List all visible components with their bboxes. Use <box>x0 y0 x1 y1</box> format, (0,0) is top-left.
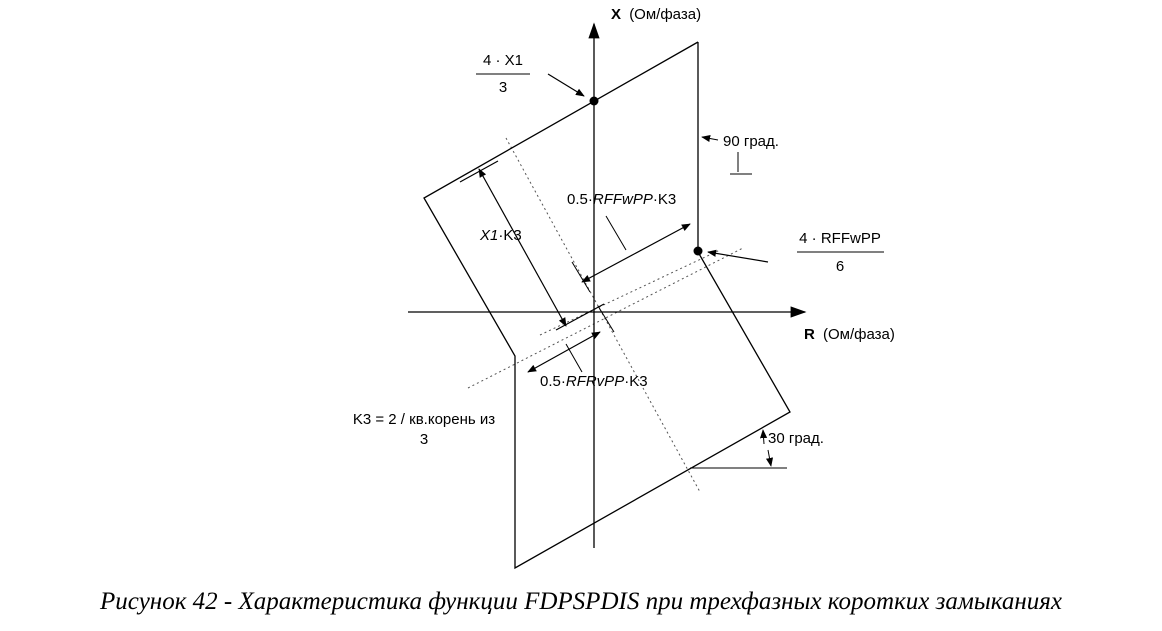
rffw-label-italic: RFFwPP <box>593 191 653 208</box>
x-axis-label-letter: X <box>611 6 621 23</box>
x1-k3-label-rest: ·K3 <box>498 227 521 244</box>
k3-definition-line1: K3 = 2 / кв.корень из <box>353 411 495 428</box>
rfrv-label-italic: RFRvPP <box>566 373 624 390</box>
rfrv-tick <box>597 305 615 333</box>
r-axis-label-unit: (Ом/фаза) <box>823 326 895 343</box>
angle-90-label: 90 град. <box>723 133 779 150</box>
right-fraction-numerator: 4 · RFFwPP <box>799 230 881 247</box>
x1-k3-tick-top <box>459 160 499 183</box>
right-fraction-denominator: 6 <box>836 258 844 275</box>
rfrv-dimension-arrow <box>527 331 601 373</box>
axes <box>408 22 807 548</box>
characteristic-boundary <box>423 41 791 570</box>
rffw-tick <box>571 261 591 293</box>
right-point-pointer-arrow <box>707 249 769 263</box>
rffw-dimension-arrow <box>581 223 691 283</box>
top-fraction-numerator: 4 · X1 <box>483 52 523 69</box>
k3-definition-line2: 3 <box>420 431 428 448</box>
fdpspdis-characteristic-diagram: X (Ом/фаза) R (Ом/фаза) 4 · X1 3 4 · RFF… <box>353 6 895 570</box>
rfrv-label-prefix: 0.5· <box>540 373 566 390</box>
rfrv-leader-line <box>565 343 583 373</box>
angle-30-arrow-up <box>759 429 768 445</box>
angle-30-arrow-down <box>765 449 774 467</box>
rffw-label-prefix: 0.5· <box>567 191 593 208</box>
x1-k3-tick-bottom <box>555 303 605 331</box>
angle-90-arrow <box>701 134 719 143</box>
rffw-label-suffix: ·K3 <box>653 191 676 208</box>
r-axis-label: R (Ом/фаза) <box>804 326 895 343</box>
rffw-label: 0.5·RFFwPP·K3 <box>567 191 676 208</box>
dotted-line-r-direction <box>467 247 744 389</box>
x1-k3-dimension-arrow <box>478 168 567 327</box>
rffw-leader-line <box>605 215 627 251</box>
dotted-line-mid <box>539 249 721 336</box>
angle-30-label: 30 град. <box>768 430 824 447</box>
rfrv-label-suffix: ·K3 <box>624 373 647 390</box>
r-axis-label-letter: R <box>804 326 815 343</box>
x-axis-label-unit: (Ом/фаза) <box>629 6 701 23</box>
top-point-pointer-arrow <box>547 73 585 97</box>
x1-k3-label: X1·K3 <box>479 227 522 244</box>
rfrv-label: 0.5·RFRvPP·K3 <box>540 373 648 390</box>
x1-k3-label-italic: X1 <box>479 227 498 244</box>
top-intercept-point <box>589 96 599 106</box>
right-reach-point <box>693 246 703 256</box>
x-axis-label: X (Ом/фаза) <box>611 6 701 23</box>
figure-caption: Рисунок 42 - Характеристика функции FDPS… <box>100 588 1062 615</box>
top-fraction-denominator: 3 <box>499 79 507 96</box>
